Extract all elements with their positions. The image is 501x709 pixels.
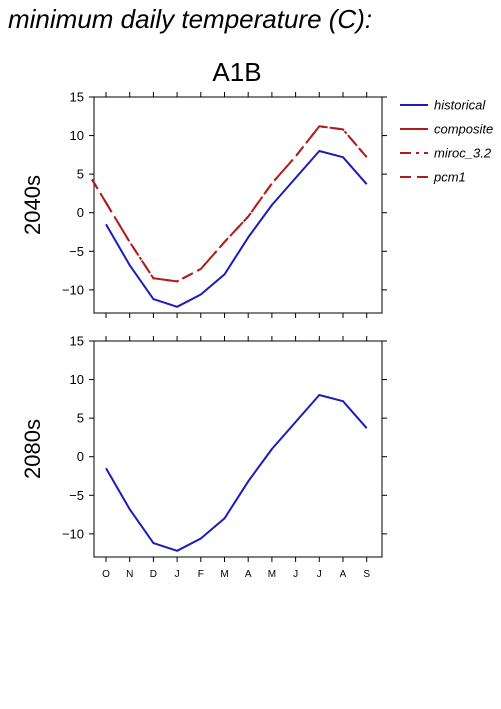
chart-legend: historical composite miroc_3.2 pcm1 xyxy=(400,98,493,185)
series-line-miroc_3.2 xyxy=(105,125,368,283)
series-line-historical xyxy=(105,394,368,552)
series-line-historical xyxy=(105,150,368,308)
chart-panels: −10 −5 0 5 10 15 2040s −10 −5 0 5 10 15 O N D J F M A M J J A S 2… xyxy=(20,90,387,580)
legend-label: historical xyxy=(434,98,486,113)
x-tick-label: M xyxy=(268,569,276,580)
y-tick-label: 0 xyxy=(77,449,84,464)
legend-label: pcm1 xyxy=(433,170,466,185)
y-tick-label: −10 xyxy=(62,282,84,297)
x-tick-label: D xyxy=(150,569,157,580)
y-tick-label: 0 xyxy=(77,205,84,220)
y-tick-label: 10 xyxy=(70,128,84,143)
plot-frame xyxy=(93,340,383,558)
x-tick-label: S xyxy=(363,569,370,580)
x-tick-label: N xyxy=(126,569,133,580)
row-label: 2040s xyxy=(20,175,45,235)
x-tick-label: F xyxy=(198,569,204,580)
x-tick-label: A xyxy=(340,569,347,580)
legend-entry-miroc_3.2: miroc_3.2 xyxy=(400,146,492,161)
y-tick-label: 5 xyxy=(77,167,84,182)
x-tick-label: A xyxy=(245,569,252,580)
x-tick-label: J xyxy=(317,569,322,580)
y-tick-label: −10 xyxy=(62,526,84,541)
series-line-pcm1 xyxy=(105,125,368,283)
x-tick-label: O xyxy=(102,569,110,580)
page-title: minimum daily temperature (C): xyxy=(8,4,373,34)
legend-entry-pcm1: pcm1 xyxy=(400,170,466,185)
x-tick-label: J xyxy=(293,569,298,580)
x-tick-label: M xyxy=(220,569,228,580)
x-tick-label: J xyxy=(175,569,180,580)
chart-panel-2080s: −10 −5 0 5 10 15 O N D J F M A M J J A S 2080s xyxy=(20,334,387,580)
scenario-title: A1B xyxy=(212,57,261,87)
y-tick-label: 10 xyxy=(70,372,84,387)
y-tick-label: 15 xyxy=(70,90,84,105)
legend-entry-historical: historical xyxy=(400,98,486,113)
legend-label: miroc_3.2 xyxy=(434,146,492,161)
y-tick-label: −5 xyxy=(69,244,84,259)
legend-label: composite xyxy=(434,122,493,137)
y-tick-label: 15 xyxy=(70,334,84,349)
row-label: 2080s xyxy=(20,419,45,479)
series-lead-pcm1 xyxy=(91,178,107,204)
legend-entry-composite: composite xyxy=(400,122,493,137)
y-tick-label: 5 xyxy=(77,411,84,426)
plot-frame xyxy=(93,96,383,314)
y-tick-label: −5 xyxy=(69,488,84,503)
chart-panel-2040s: −10 −5 0 5 10 15 2040s xyxy=(20,90,387,318)
